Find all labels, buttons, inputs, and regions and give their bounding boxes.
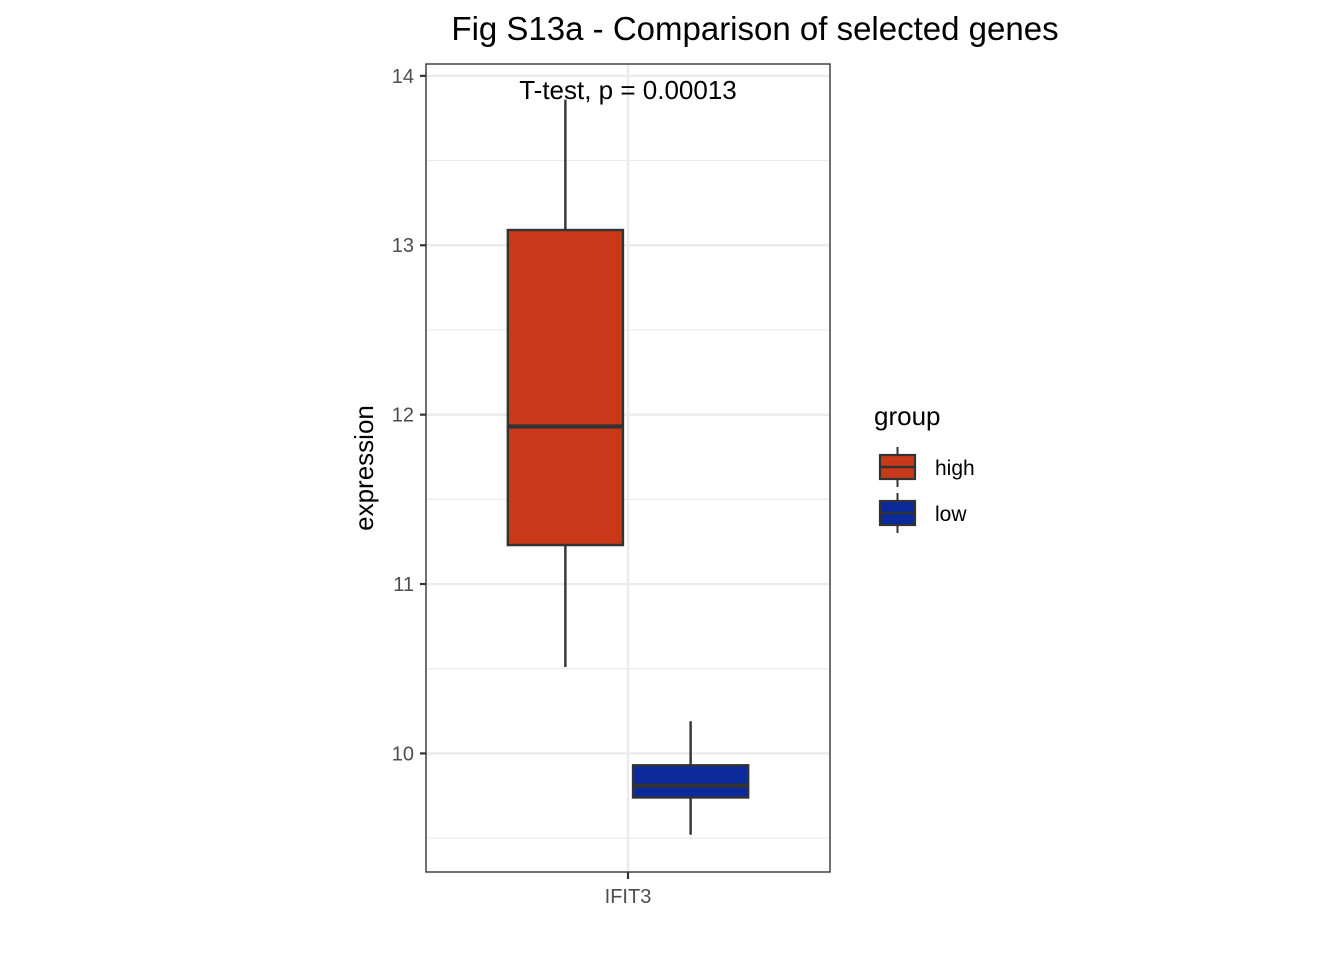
legend-item-high: high <box>878 447 975 487</box>
legend-title: group <box>874 401 941 431</box>
boxes-layer <box>506 99 750 835</box>
box-low <box>631 721 750 835</box>
box-iqr <box>631 764 750 799</box>
t-test-annotation: T-test, p = 0.00013 <box>519 75 737 105</box>
legend-label: low <box>935 503 967 526</box>
y-tick-label: 11 <box>393 574 414 596</box>
legend: high low <box>878 447 975 533</box>
y-tick-label: 10 <box>392 743 414 765</box>
legend-item-low: low <box>878 493 967 533</box>
legend-label: high <box>935 457 975 480</box>
y-tick-label: 14 <box>392 66 414 88</box>
x-axis: IFIT3 <box>605 872 652 908</box>
x-tick-label: IFIT3 <box>605 886 652 908</box>
y-axis: 10 11 12 13 14 <box>392 66 426 765</box>
box-high <box>506 99 625 668</box>
y-axis-title: expression <box>349 405 379 531</box>
panel-border <box>425 63 831 873</box>
y-tick-label: 13 <box>392 235 414 257</box>
y-tick-label: 12 <box>392 405 414 427</box>
chart-title: Fig S13a - Comparison of selected genes <box>451 10 1058 47</box>
box-iqr <box>506 228 625 547</box>
plot-panel <box>426 64 830 872</box>
